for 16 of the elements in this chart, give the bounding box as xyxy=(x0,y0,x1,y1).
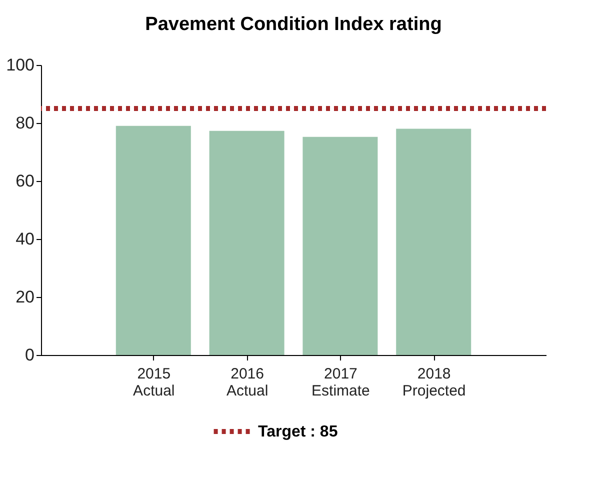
y-tick-label: 40 xyxy=(16,230,34,248)
x-tick-label: 2015 Actual xyxy=(133,366,175,400)
bar xyxy=(396,128,472,355)
legend-label: Target : 85 xyxy=(258,424,338,440)
y-tick-label: 80 xyxy=(16,114,34,132)
y-tick-label: 60 xyxy=(16,172,34,190)
x-tick-label: 2018 Projected xyxy=(402,366,466,400)
chart-title: Pavement Condition Index rating xyxy=(145,14,442,35)
bar xyxy=(209,130,284,355)
x-tick-label: 2016 Actual xyxy=(226,366,268,400)
y-tick-label: 0 xyxy=(25,346,34,364)
y-tick-label: 20 xyxy=(16,288,34,306)
bar xyxy=(302,136,378,355)
x-tick-label: 2017 Estimate xyxy=(312,366,370,400)
bar xyxy=(116,126,191,355)
y-tick-label: 100 xyxy=(6,56,34,74)
